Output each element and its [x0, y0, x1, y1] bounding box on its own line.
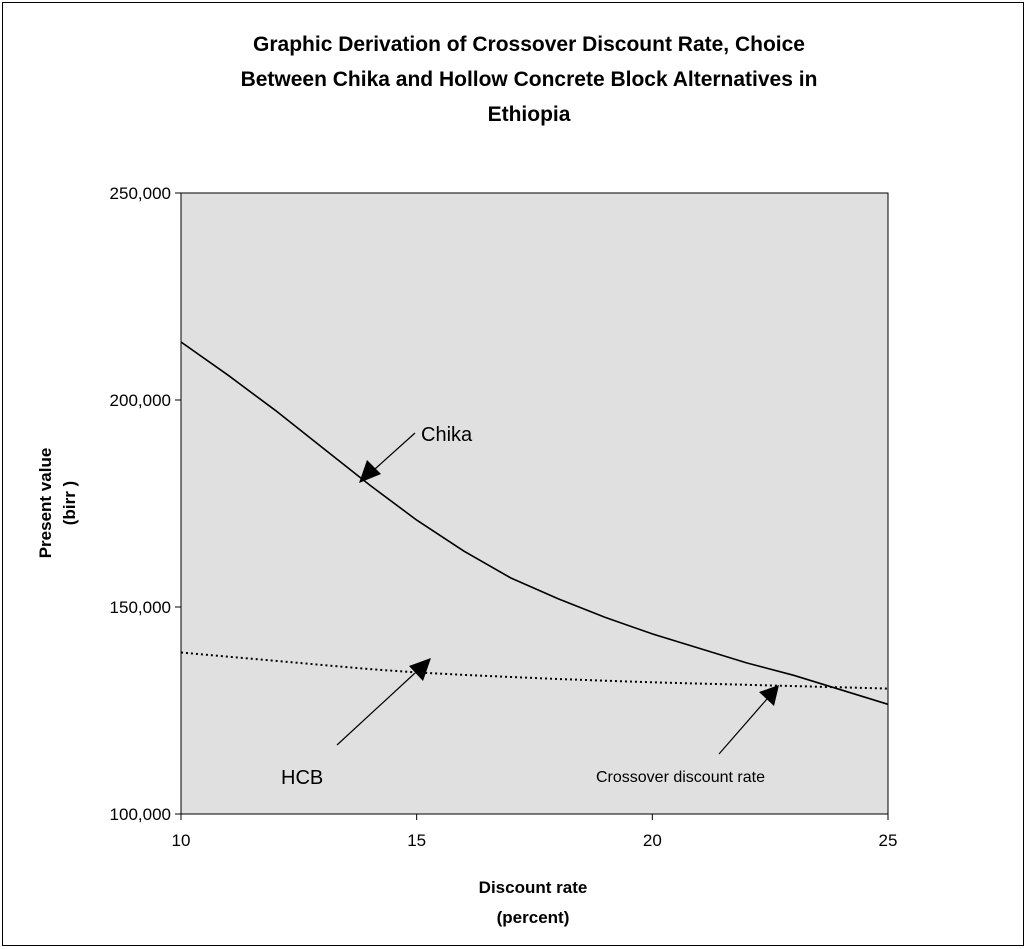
annotations: Chika HCB Crossover discount rate: [281, 424, 779, 789]
series-group: [180, 341, 889, 706]
series-line-hcb: [180, 651, 889, 690]
x-axis-label: Discount rate (percent): [479, 878, 588, 927]
chart-title-line-2: Between Chika and Hollow Concrete Block …: [241, 68, 818, 91]
y-tick-label: 150,000: [110, 598, 171, 617]
x-axis-label-line-1: Discount rate: [479, 878, 588, 897]
annotation-crossover: Crossover discount rate: [596, 769, 765, 786]
x-tick-label: 20: [643, 831, 662, 850]
chart-title-line-3: Ethiopia: [488, 103, 571, 126]
y-axis-label: Present value (birr ): [36, 448, 79, 559]
y-tick-label: 100,000: [110, 805, 171, 824]
arrow-hcb-shaft: [336, 672, 416, 746]
y-axis: 100,000 150,000 200,000 250,000: [110, 184, 181, 824]
annotation-chika: Chika: [421, 424, 473, 446]
x-axis-label-line-2: (percent): [497, 908, 570, 927]
x-axis: 10 15 20 25: [172, 814, 898, 850]
arrow-hcb-head: [409, 658, 431, 681]
series-line-chika: [180, 341, 889, 706]
arrow-crossover-shaft: [718, 698, 768, 755]
chart-svg: Graphic Derivation of Crossover Discount…: [36, 33, 898, 927]
y-axis-label-line-1: Present value: [36, 448, 55, 559]
x-tick-label: 10: [172, 831, 191, 850]
y-tick-label: 250,000: [110, 184, 171, 203]
chart-title-line-1: Graphic Derivation of Crossover Discount…: [253, 33, 805, 56]
y-tick-label: 200,000: [110, 391, 171, 410]
arrow-crossover-head: [759, 685, 779, 706]
chart-title: Graphic Derivation of Crossover Discount…: [241, 33, 818, 126]
x-tick-label: 25: [879, 831, 898, 850]
annotation-hcb: HCB: [281, 767, 323, 789]
y-axis-label-line-2: (birr ): [60, 481, 79, 525]
arrow-chika-shaft: [374, 432, 416, 470]
x-tick-label: 15: [407, 831, 426, 850]
plot-area: [180, 192, 889, 815]
arrow-chika-head: [359, 460, 381, 483]
